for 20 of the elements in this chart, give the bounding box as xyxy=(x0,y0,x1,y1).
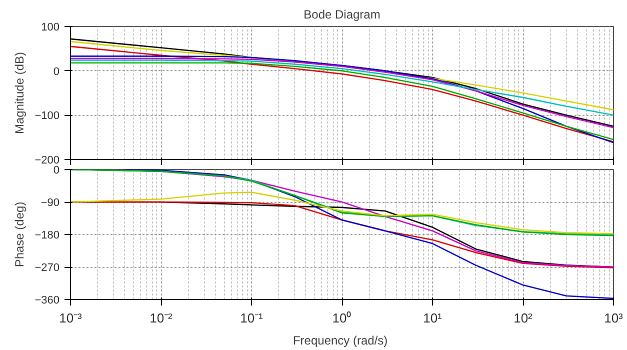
y-tick-label: −90 xyxy=(40,197,60,209)
y-axis-title: Phase (deg) xyxy=(12,202,27,268)
y-tick-label: 100 xyxy=(41,22,60,34)
chart-title: Bode Diagram xyxy=(304,8,380,22)
x-tick-label: 10³ xyxy=(604,310,624,326)
y-tick-label: −270 xyxy=(34,262,60,274)
x-tick-label: 10⁻³ xyxy=(59,310,83,326)
y-tick-label: −200 xyxy=(34,154,60,166)
y-tick-label: 0 xyxy=(53,66,60,78)
y-tick-label: −100 xyxy=(34,110,60,122)
x-tick-label: 10¹ xyxy=(423,310,443,326)
y-tick-label: 0 xyxy=(53,164,60,176)
y-axis-title: Magnitude (dB) xyxy=(12,52,27,134)
y-tick-label: −180 xyxy=(34,230,60,242)
x-tick-label: 10⁰ xyxy=(332,310,352,326)
x-tick-label: 10⁻¹ xyxy=(240,310,264,326)
y-tick-label: −360 xyxy=(34,294,60,306)
x-axis-title: Frequency (rad/s) xyxy=(292,334,388,348)
x-tick-label: 10⁻² xyxy=(150,310,174,326)
x-tick-label: 10² xyxy=(514,310,534,326)
